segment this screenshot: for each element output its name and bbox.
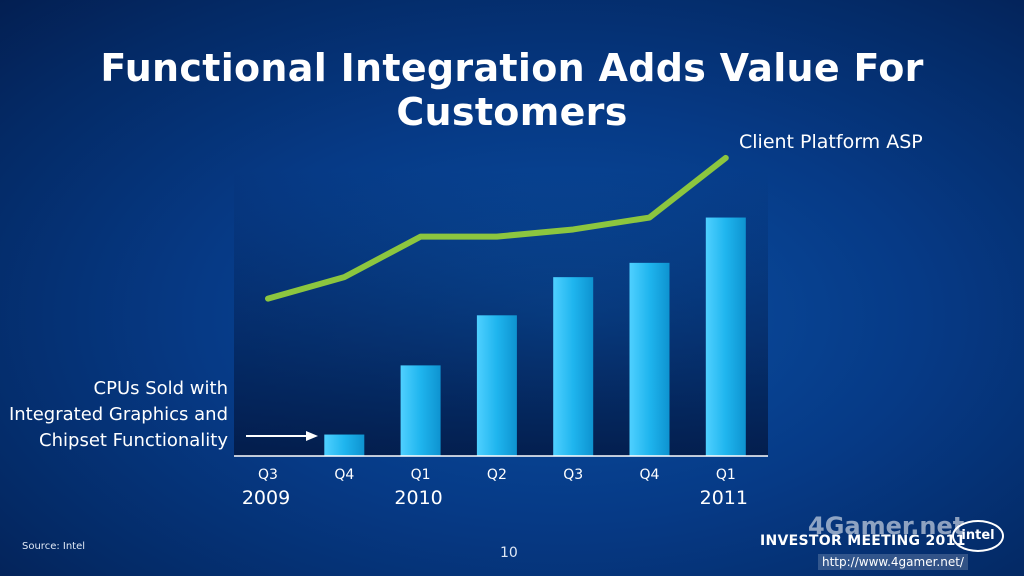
bar-3 <box>476 315 517 456</box>
year-label-2010: 2010 <box>394 487 442 509</box>
year-label-2009: 2009 <box>242 487 290 509</box>
intel-logo: intel <box>952 520 1004 552</box>
x-tick-label-4: Q3 <box>563 467 583 483</box>
bar-5 <box>629 262 670 456</box>
x-tick-label-3: Q2 <box>487 467 507 483</box>
x-tick-label-0: Q3 <box>258 467 278 483</box>
watermark-url: http://www.4gamer.net/ <box>818 554 968 570</box>
x-tick-label-6: Q1 <box>716 467 736 483</box>
annotation-arrow-head <box>306 431 318 441</box>
x-tick-label-2: Q1 <box>411 467 431 483</box>
year-label-2011: 2011 <box>700 487 748 509</box>
watermark-name: 4Gamer.net <box>808 512 965 540</box>
bar-6 <box>705 217 746 456</box>
footer-event-label: INVESTOR MEETING 2011 <box>760 533 966 549</box>
bar-2 <box>400 365 441 456</box>
x-tick-label-1: Q4 <box>334 467 354 483</box>
annotation-line-2: Chipset Functionality <box>39 430 228 451</box>
series-line-client-platform-asp <box>265 154 729 302</box>
page-number: 10 <box>500 545 518 561</box>
source-note: Source: Intel <box>22 541 86 552</box>
slide-title: Functional Integration Adds Value For Cu… <box>100 46 924 134</box>
x-tick-label-5: Q4 <box>640 467 660 483</box>
series-label-client-platform-asp: Client Platform ASP <box>739 131 923 153</box>
annotation-line-0: CPUs Sold with <box>94 378 228 399</box>
annotation-line-1: Integrated Graphics and <box>9 404 228 425</box>
bar-1 <box>324 434 365 456</box>
bar-4 <box>553 277 594 456</box>
